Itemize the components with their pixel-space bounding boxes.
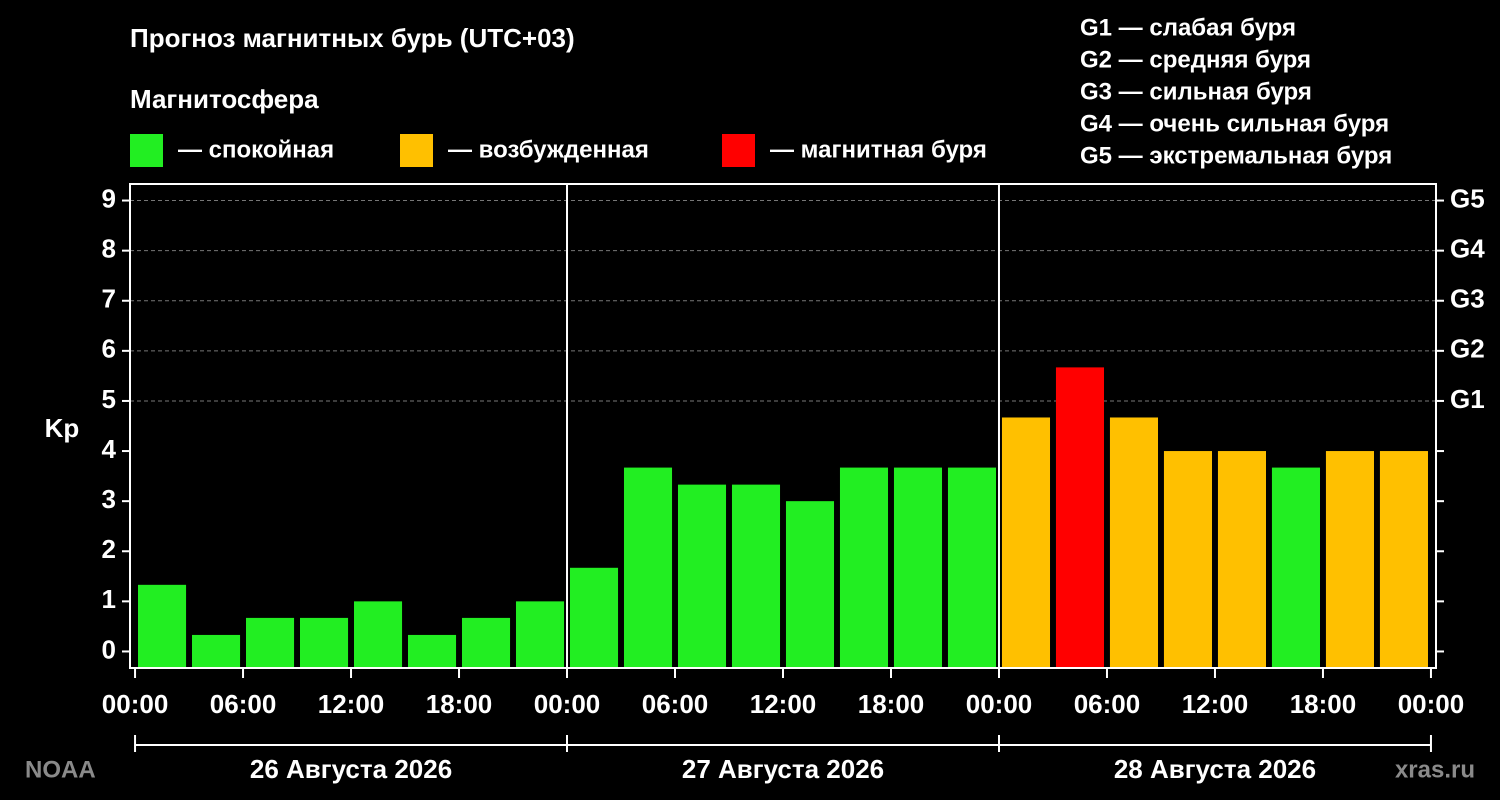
bar — [299, 617, 349, 668]
x-tick-label: 06:00 — [1074, 689, 1141, 719]
bar — [246, 617, 295, 668]
legend-label: — магнитная буря — [770, 136, 987, 163]
y2-tick-label: G1 — [1450, 384, 1485, 414]
bar — [353, 601, 403, 668]
bar — [515, 601, 565, 668]
group-label: 28 Августа 2026 — [1114, 754, 1316, 784]
chart-title: Прогноз магнитных бурь (UTC+03) — [130, 23, 575, 53]
x-tick-label: 00:00 — [966, 689, 1033, 719]
bar — [407, 634, 457, 668]
y2-tick-label: G3 — [1450, 284, 1485, 314]
bar — [1001, 417, 1051, 668]
bar — [623, 467, 673, 668]
y-tick-label: 8 — [102, 234, 116, 264]
y-tick-label: 5 — [102, 384, 116, 414]
bar — [192, 634, 241, 668]
group-label: 26 Августа 2026 — [250, 754, 452, 784]
x-tick-label: 18:00 — [858, 689, 925, 719]
y2-tick-label: G5 — [1450, 183, 1485, 213]
scale-note: G4 — очень сильная буря — [1080, 110, 1389, 137]
y-axis-label: Kp — [45, 413, 80, 443]
bar — [1109, 417, 1159, 668]
x-tick-label: 00:00 — [534, 689, 601, 719]
scale-note: G5 — экстремальная буря — [1080, 142, 1392, 169]
y-tick-label: 6 — [102, 334, 116, 364]
y-tick-label: 9 — [102, 183, 116, 213]
x-tick-label: 06:00 — [642, 689, 709, 719]
bar — [677, 484, 727, 668]
group-label: 27 Августа 2026 — [682, 754, 884, 784]
x-tick-label: 00:00 — [1398, 689, 1465, 719]
bar — [1163, 451, 1213, 668]
bar — [1379, 451, 1428, 668]
x-tick-label: 12:00 — [750, 689, 817, 719]
bar — [731, 484, 781, 668]
bar — [785, 501, 835, 668]
x-tick-label: 06:00 — [210, 689, 277, 719]
legend-swatch — [722, 134, 755, 167]
legend-label: — возбужденная — [448, 136, 649, 163]
x-tick-label: 12:00 — [318, 689, 385, 719]
bar — [1217, 451, 1267, 668]
bar — [569, 567, 619, 668]
source: NOAA — [25, 756, 96, 783]
y-tick-label: 3 — [102, 484, 116, 514]
scale-note: G2 — средняя буря — [1080, 46, 1311, 73]
x-tick-label: 12:00 — [1182, 689, 1249, 719]
scale-note: G3 — сильная буря — [1080, 78, 1312, 105]
bar — [1325, 451, 1374, 668]
legend-swatch — [130, 134, 163, 167]
bar — [839, 467, 889, 668]
y-tick-label: 7 — [102, 284, 116, 314]
x-tick-label: 18:00 — [426, 689, 493, 719]
bar — [947, 467, 997, 668]
bar — [893, 467, 943, 668]
bar — [138, 584, 187, 668]
bar — [1271, 467, 1320, 668]
y-tick-label: 2 — [102, 534, 116, 564]
bar — [461, 617, 511, 668]
y-tick-label: 4 — [102, 434, 117, 464]
credit: xras.ru — [1395, 756, 1475, 783]
x-tick-label: 00:00 — [102, 689, 169, 719]
y-tick-label: 1 — [102, 584, 116, 614]
y2-tick-label: G2 — [1450, 334, 1485, 364]
x-tick-label: 18:00 — [1290, 689, 1357, 719]
scale-note: G1 — слабая буря — [1080, 14, 1296, 41]
legend-label: — спокойная — [178, 136, 334, 163]
legend-swatch — [400, 134, 433, 167]
bar — [1055, 367, 1105, 668]
y2-tick-label: G4 — [1450, 234, 1485, 264]
y-tick-label: 0 — [102, 634, 116, 664]
legend-title: Магнитосфера — [130, 84, 319, 114]
